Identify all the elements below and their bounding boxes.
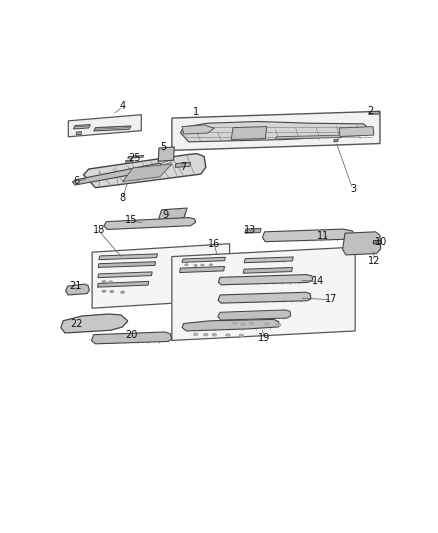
Polygon shape bbox=[373, 240, 381, 244]
Polygon shape bbox=[182, 125, 214, 134]
Polygon shape bbox=[218, 292, 311, 303]
Polygon shape bbox=[61, 314, 128, 333]
Polygon shape bbox=[68, 115, 141, 137]
Polygon shape bbox=[128, 156, 144, 158]
Ellipse shape bbox=[110, 290, 113, 293]
Ellipse shape bbox=[265, 323, 269, 325]
Ellipse shape bbox=[277, 324, 281, 326]
Ellipse shape bbox=[121, 292, 124, 293]
Polygon shape bbox=[125, 160, 132, 162]
Polygon shape bbox=[92, 332, 172, 344]
Ellipse shape bbox=[241, 323, 245, 325]
Polygon shape bbox=[369, 111, 380, 115]
Text: 8: 8 bbox=[120, 193, 126, 203]
Text: 9: 9 bbox=[162, 210, 168, 220]
Polygon shape bbox=[72, 163, 162, 185]
Text: 3: 3 bbox=[350, 184, 357, 195]
Text: 14: 14 bbox=[312, 276, 324, 286]
Polygon shape bbox=[339, 127, 374, 136]
Text: 4: 4 bbox=[120, 101, 126, 111]
Text: 2: 2 bbox=[367, 106, 374, 116]
Polygon shape bbox=[175, 163, 191, 167]
Text: 6: 6 bbox=[74, 176, 80, 186]
Ellipse shape bbox=[226, 334, 230, 336]
Polygon shape bbox=[180, 266, 224, 272]
Text: 7: 7 bbox=[180, 163, 187, 172]
Polygon shape bbox=[276, 135, 343, 139]
Polygon shape bbox=[244, 257, 293, 263]
Text: 12: 12 bbox=[367, 256, 380, 265]
Polygon shape bbox=[92, 244, 230, 308]
Polygon shape bbox=[182, 257, 226, 262]
Polygon shape bbox=[123, 164, 172, 182]
Polygon shape bbox=[104, 217, 196, 229]
Ellipse shape bbox=[185, 264, 188, 265]
Polygon shape bbox=[99, 254, 158, 260]
Text: 22: 22 bbox=[71, 319, 83, 329]
Ellipse shape bbox=[201, 264, 204, 266]
Ellipse shape bbox=[102, 290, 106, 292]
Text: 17: 17 bbox=[325, 294, 338, 304]
Ellipse shape bbox=[250, 322, 254, 325]
Polygon shape bbox=[219, 274, 313, 285]
Polygon shape bbox=[66, 284, 89, 295]
Ellipse shape bbox=[194, 265, 197, 266]
Polygon shape bbox=[243, 268, 293, 273]
Polygon shape bbox=[180, 122, 371, 142]
Ellipse shape bbox=[102, 281, 106, 282]
Polygon shape bbox=[182, 319, 279, 331]
Ellipse shape bbox=[240, 334, 244, 336]
Ellipse shape bbox=[212, 334, 216, 336]
Polygon shape bbox=[76, 132, 81, 135]
Polygon shape bbox=[231, 127, 267, 140]
Ellipse shape bbox=[204, 334, 208, 336]
Polygon shape bbox=[84, 154, 206, 188]
Text: 21: 21 bbox=[69, 281, 81, 291]
Ellipse shape bbox=[209, 264, 212, 265]
Polygon shape bbox=[98, 281, 149, 287]
Polygon shape bbox=[98, 272, 152, 278]
Text: 18: 18 bbox=[93, 225, 105, 235]
Polygon shape bbox=[94, 126, 131, 131]
Polygon shape bbox=[172, 247, 355, 341]
Polygon shape bbox=[343, 232, 381, 255]
Polygon shape bbox=[158, 147, 174, 161]
Polygon shape bbox=[158, 208, 187, 220]
Ellipse shape bbox=[233, 322, 237, 325]
Ellipse shape bbox=[194, 333, 198, 335]
Text: 13: 13 bbox=[244, 225, 256, 235]
Text: 20: 20 bbox=[125, 330, 138, 341]
Text: 11: 11 bbox=[317, 231, 329, 241]
Polygon shape bbox=[245, 229, 261, 233]
Text: 10: 10 bbox=[374, 237, 387, 247]
Polygon shape bbox=[218, 310, 291, 320]
Polygon shape bbox=[74, 125, 90, 129]
Polygon shape bbox=[98, 262, 155, 268]
Text: 25: 25 bbox=[128, 153, 141, 163]
Ellipse shape bbox=[109, 281, 113, 283]
Polygon shape bbox=[334, 139, 338, 142]
Text: 15: 15 bbox=[125, 215, 138, 225]
Polygon shape bbox=[172, 111, 380, 150]
Text: 5: 5 bbox=[160, 142, 166, 152]
Polygon shape bbox=[262, 229, 353, 241]
Text: 16: 16 bbox=[208, 239, 220, 249]
Text: 1: 1 bbox=[193, 107, 199, 117]
Text: 19: 19 bbox=[258, 333, 271, 343]
